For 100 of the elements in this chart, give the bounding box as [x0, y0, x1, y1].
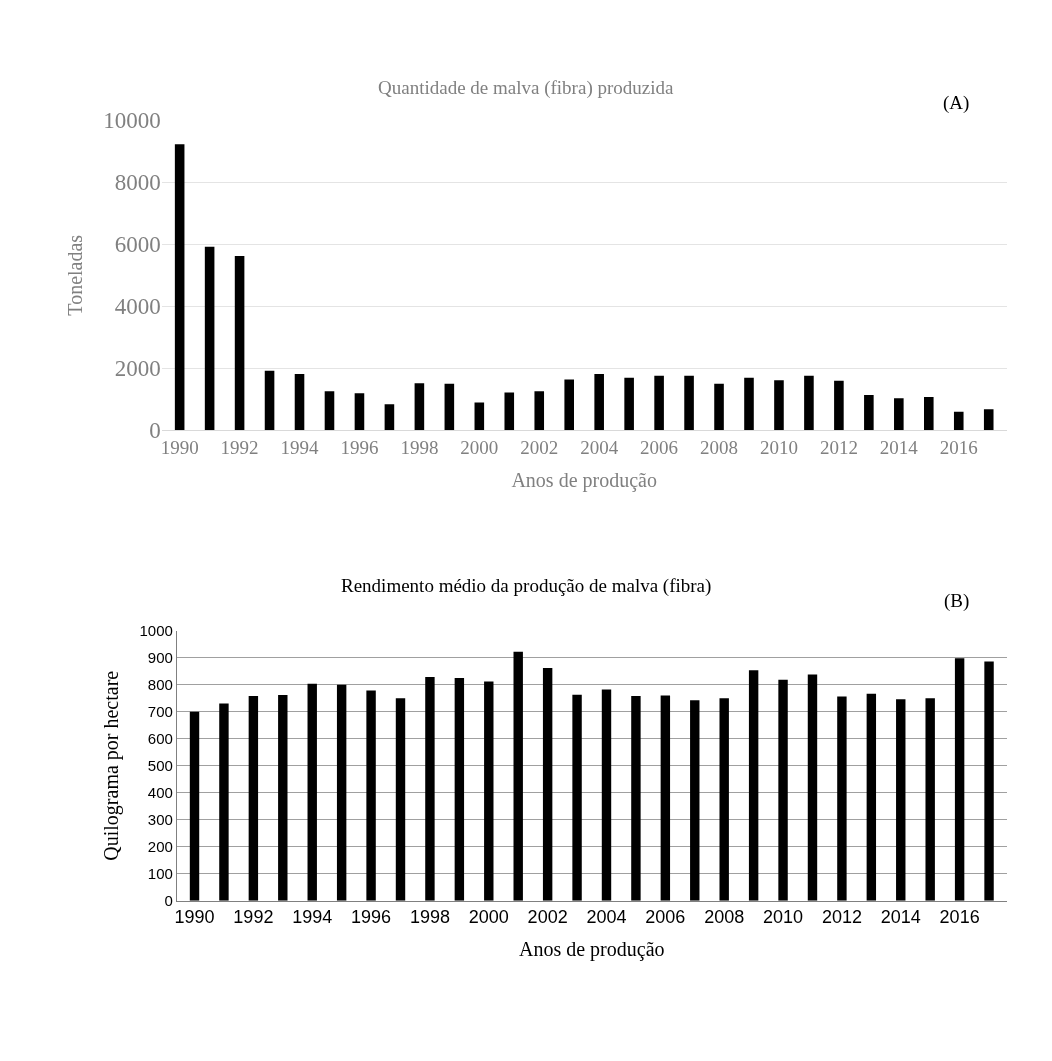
x-tick-label: 2004: [580, 437, 619, 459]
bar: [594, 373, 604, 431]
y-tick-label: 800: [147, 675, 173, 693]
bar: [896, 699, 906, 901]
bar: [953, 411, 964, 431]
bar: [624, 377, 634, 431]
bar: [425, 677, 435, 901]
y-tick-label: 10000: [103, 108, 161, 134]
x-tick-label: 2008: [704, 907, 745, 928]
y-axis-title: Quilograma por hectare: [99, 670, 123, 861]
x-tick-label: 2008: [700, 437, 739, 459]
x-tick-label: 1998: [409, 907, 450, 928]
bar: [414, 383, 425, 431]
y-tick-label: 100: [147, 865, 173, 883]
y-tick-label: 200: [147, 838, 173, 856]
bar: [564, 379, 574, 431]
bar: [807, 674, 818, 901]
bar: [983, 409, 994, 431]
bar: [631, 696, 641, 901]
x-tick-label: 2010: [759, 437, 798, 459]
bar: [925, 698, 935, 901]
x-tick-label: 1994: [292, 907, 333, 928]
x-tick-label: 2002: [520, 437, 559, 459]
bar: [234, 256, 245, 431]
x-tick-label: 1996: [351, 907, 392, 928]
x-tick-label: 2010: [763, 907, 804, 928]
bar: [307, 683, 317, 901]
y-axis-title: Toneladas: [63, 234, 86, 316]
bar: [924, 396, 934, 431]
y-tick-label: 8000: [114, 170, 161, 196]
y-tick-label: 400: [147, 784, 173, 802]
bar: [248, 696, 259, 901]
x-tick-label: 2016: [939, 437, 978, 459]
bar: [894, 398, 904, 431]
bar: [744, 377, 754, 431]
y-tick-label: 4000: [114, 294, 161, 320]
bar: [454, 677, 465, 901]
x-tick-label: 2014: [880, 907, 921, 928]
y-tick-label: 6000: [114, 232, 161, 258]
bar: [504, 392, 515, 431]
bar: [864, 395, 874, 431]
bar: [690, 700, 700, 901]
bar: [395, 698, 406, 901]
bar: [660, 695, 671, 901]
y-tick-label: 2000: [114, 356, 161, 382]
bar: [866, 693, 877, 901]
bar: [264, 370, 275, 431]
bar: [804, 375, 814, 431]
bar: [484, 681, 494, 901]
y-tick-label: 1000: [139, 621, 173, 639]
x-tick-label: 2012: [819, 437, 858, 459]
y-tick-label: 500: [147, 756, 173, 774]
y-tick-label: 700: [147, 702, 173, 720]
x-tick-label: 2016: [939, 907, 980, 928]
bar: [444, 383, 455, 431]
y-tick-label: 0: [164, 892, 173, 910]
x-tick-label: 2014: [879, 437, 919, 459]
y-tick-label: 0: [149, 418, 161, 444]
x-tick-label: 1990: [174, 907, 215, 928]
bar: [774, 380, 784, 431]
y-tick-label: 300: [147, 811, 173, 829]
chart-title: Quantidade de malva (fibra) produzida: [378, 77, 674, 99]
x-axis-title: Anos de produção: [519, 937, 665, 961]
x-axis-title: Anos de produção: [511, 468, 657, 492]
bar: [534, 391, 545, 431]
chart-title: Rendimento médio da produção de malva (fibra): [341, 575, 712, 597]
y-tick-label: 600: [147, 729, 173, 747]
bar: [984, 661, 994, 901]
bar: [189, 711, 200, 901]
x-tick-label: 2006: [645, 907, 686, 928]
bar: [513, 651, 523, 901]
bar: [719, 698, 729, 901]
bar: [174, 144, 185, 431]
bar: [384, 404, 395, 431]
bar: [837, 696, 847, 901]
x-tick-label: 1992: [220, 437, 259, 459]
x-tick-label: 2006: [640, 437, 679, 459]
bar: [542, 667, 553, 901]
bar: [748, 670, 759, 901]
bar: [219, 703, 229, 901]
x-tick-label: 2000: [468, 907, 509, 928]
text: (A): [943, 92, 970, 114]
bar: [324, 391, 335, 431]
bar: [366, 690, 376, 901]
x-tick-label: 2004: [586, 907, 627, 928]
x-tick-label: 2002: [527, 907, 568, 928]
x-tick-label: 1998: [400, 437, 439, 459]
bar: [601, 689, 612, 901]
bar: [278, 694, 288, 901]
x-tick-label: 1990: [160, 437, 199, 459]
bar: [474, 402, 485, 431]
bar: [778, 679, 788, 901]
bar: [654, 375, 664, 431]
bar: [834, 380, 844, 431]
x-tick-label: 1994: [280, 437, 320, 459]
x-tick-label: 1996: [340, 437, 379, 459]
bar: [354, 393, 365, 431]
bar: [336, 684, 347, 901]
bar: [954, 658, 965, 901]
bar: [294, 373, 305, 431]
